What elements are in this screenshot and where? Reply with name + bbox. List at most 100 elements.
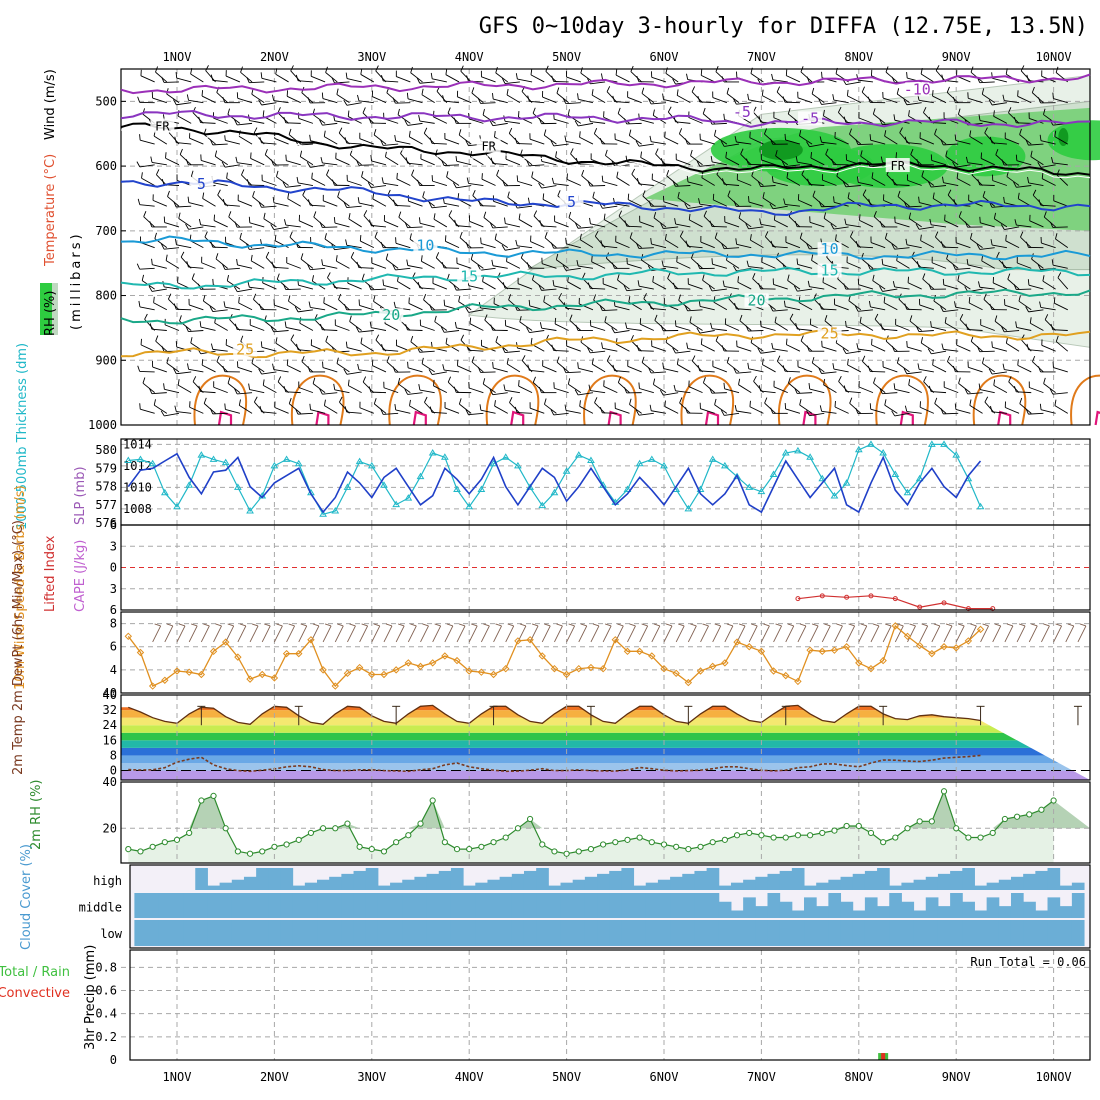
rh-marker xyxy=(295,836,302,843)
wind-barb-feather xyxy=(258,99,262,106)
wind-barb-feather xyxy=(764,397,768,404)
wind-barb xyxy=(837,278,849,290)
slp-tick-label: 1008 xyxy=(123,502,152,516)
wind-barb-feather xyxy=(896,88,900,95)
wind-barb-feather xyxy=(161,178,165,185)
wind-barb xyxy=(541,185,557,189)
wind-barb xyxy=(469,323,484,331)
cloud-cell-middle xyxy=(986,897,1000,918)
wind-barb-feather xyxy=(745,223,749,229)
wind-barb-feather xyxy=(806,243,810,250)
wind-barb-feather xyxy=(551,344,555,351)
wind-barb-feather xyxy=(935,65,940,71)
wind-barb xyxy=(991,142,1007,145)
wind-barb xyxy=(334,389,350,394)
surface-wind-feather xyxy=(945,623,953,627)
wind-barb xyxy=(554,323,569,331)
wind-barb-feather xyxy=(502,180,506,186)
wind-barb-feather xyxy=(543,295,546,302)
cloud-cell-middle xyxy=(755,906,768,918)
surface-wind-barb xyxy=(748,625,758,643)
surface-wind-feather xyxy=(860,623,867,627)
wind-barb-feather xyxy=(606,355,611,361)
wind-barb xyxy=(334,120,350,124)
wind-barb-feather xyxy=(867,365,871,372)
cloud-cell-middle xyxy=(779,901,793,918)
wind-barb-feather xyxy=(978,114,981,121)
wind-barb xyxy=(1040,409,1056,414)
wind-barb xyxy=(762,95,776,104)
wind-barb-feather xyxy=(286,359,289,366)
wind-barb-feather xyxy=(813,293,817,300)
wind-barb xyxy=(1030,322,1044,331)
wind-barb xyxy=(322,226,338,228)
wind-barb-feather xyxy=(252,190,255,197)
surface-wind-feather xyxy=(678,623,685,627)
cloud-cell-high xyxy=(767,873,781,890)
slp-marker xyxy=(538,501,547,509)
wind-barb-feather xyxy=(770,407,774,414)
wind-barb-feather xyxy=(567,378,571,385)
wind-barb-feather xyxy=(823,378,826,385)
wind-barb-feather xyxy=(984,127,988,134)
wind-barb-feather xyxy=(492,93,494,100)
slp-marker xyxy=(574,451,583,458)
wind-barb xyxy=(529,138,545,145)
wind-barb xyxy=(651,345,667,352)
wind-barb-feather xyxy=(726,356,730,363)
rh-marker xyxy=(965,834,972,841)
wind-speed-marker xyxy=(404,659,413,667)
wind-barb-feather xyxy=(1037,264,1042,270)
wind-barb-feather xyxy=(320,157,323,164)
slp-marker xyxy=(720,461,729,469)
wind-barb xyxy=(300,156,314,166)
wind-barb-feather xyxy=(137,96,141,103)
wind-barb-feather xyxy=(375,334,380,341)
wind-barb-feather xyxy=(690,149,693,156)
wind-barb xyxy=(1017,364,1032,373)
wind-barb xyxy=(420,222,435,228)
wind-barb-feather xyxy=(665,67,668,74)
wind-barb xyxy=(748,99,764,104)
wind-barb xyxy=(509,402,521,414)
wind-barb xyxy=(931,350,947,355)
wind-barb xyxy=(736,308,752,311)
wind-barb xyxy=(860,155,874,166)
wind-barb xyxy=(956,344,971,352)
wind-barb-feather xyxy=(544,398,547,405)
wind-speed-marker xyxy=(477,668,486,676)
surface-wind-barb xyxy=(383,625,393,643)
wind-barb-feather xyxy=(636,178,640,185)
wind-barb-feather xyxy=(400,147,404,154)
wind-barb-feather xyxy=(678,128,683,135)
wind-barb-feather xyxy=(370,154,372,161)
wind-barb-feather xyxy=(350,251,355,258)
wind-barb xyxy=(518,385,533,394)
lifted-index-axis-label: Lifted Index xyxy=(43,535,58,612)
wind-barb-feather xyxy=(380,408,384,415)
wind-barb xyxy=(847,95,862,104)
slp-marker xyxy=(197,451,206,458)
wind-barb-feather xyxy=(136,263,141,270)
cloud-row-label: high xyxy=(93,874,122,888)
cloud-cell-high xyxy=(682,873,695,890)
surface-wind-feather xyxy=(373,623,380,627)
rh-marker xyxy=(770,834,777,841)
wind-barb xyxy=(691,360,703,373)
wind-barb xyxy=(188,330,204,332)
wind-barb-feather xyxy=(696,327,701,334)
wind-barb xyxy=(629,135,642,145)
wind-speed-marker xyxy=(830,646,839,654)
wind-barb xyxy=(1030,156,1044,166)
wind-barb xyxy=(313,216,326,228)
wind-barb xyxy=(946,258,959,269)
wind-barb xyxy=(748,368,764,373)
wind-barb-feather xyxy=(818,367,822,374)
wind-barb xyxy=(739,320,752,331)
cloud-cell-high xyxy=(950,870,963,890)
wind-barb xyxy=(908,218,922,228)
slp-marker xyxy=(477,485,486,493)
wind-barb-feather xyxy=(380,139,384,146)
wind-barb xyxy=(846,326,861,331)
